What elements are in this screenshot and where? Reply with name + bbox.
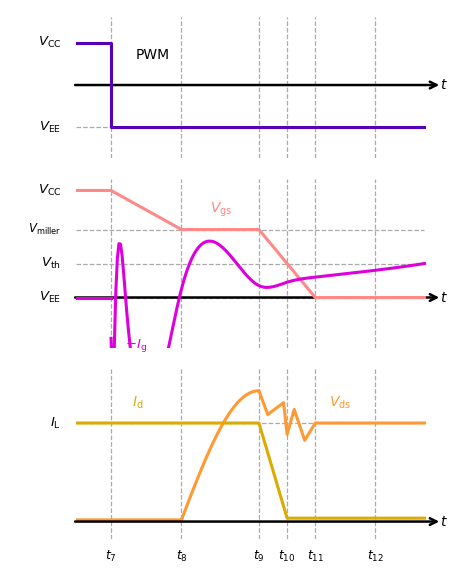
Text: $t_{10}$: $t_{10}$: [278, 549, 296, 564]
Text: $t_{12}$: $t_{12}$: [366, 549, 383, 564]
Text: $V_{\mathregular{CC}}$: $V_{\mathregular{CC}}$: [37, 35, 61, 50]
Text: $I_{\mathregular{L}}$: $I_{\mathregular{L}}$: [50, 415, 61, 431]
Text: $I_{\mathregular{d}}$: $I_{\mathregular{d}}$: [132, 395, 144, 411]
Text: $V_{\mathregular{gs}}$: $V_{\mathregular{gs}}$: [210, 201, 232, 219]
Text: $t_9$: $t_9$: [253, 549, 265, 564]
Text: $t_7$: $t_7$: [105, 549, 117, 564]
Text: $V_{\mathregular{EE}}$: $V_{\mathregular{EE}}$: [39, 290, 61, 305]
Text: $V_{\mathregular{miller}}$: $V_{\mathregular{miller}}$: [27, 222, 61, 237]
Text: $V_{\mathregular{EE}}$: $V_{\mathregular{EE}}$: [39, 120, 61, 135]
Text: $t$: $t$: [440, 514, 448, 529]
Text: $t_8$: $t_8$: [175, 549, 187, 564]
Text: $-I_{\mathregular{g}}$: $-I_{\mathregular{g}}$: [125, 336, 147, 354]
Text: PWM: PWM: [136, 48, 170, 62]
Text: $V_{\mathregular{ds}}$: $V_{\mathregular{ds}}$: [329, 395, 352, 411]
Text: $t$: $t$: [440, 78, 448, 92]
Text: $t$: $t$: [440, 290, 448, 305]
Text: $V_{\mathregular{CC}}$: $V_{\mathregular{CC}}$: [37, 183, 61, 198]
Text: $V_{\mathregular{th}}$: $V_{\mathregular{th}}$: [41, 256, 61, 271]
Text: $t_{11}$: $t_{11}$: [307, 549, 324, 564]
